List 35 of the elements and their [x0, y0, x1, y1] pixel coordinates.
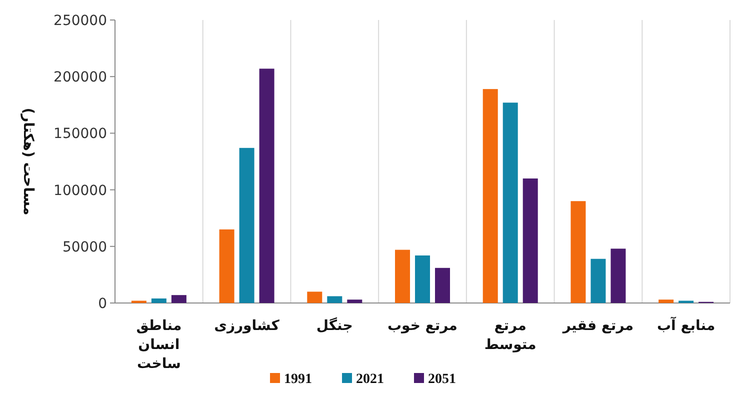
bar [610, 248, 626, 303]
legend-label: 2051 [428, 372, 456, 387]
x-tick-label: منابع آب [656, 317, 716, 336]
bar [658, 300, 674, 303]
bar [502, 102, 518, 303]
x-tick-label: مناطق انسان ساخت [135, 317, 183, 374]
y-axis-title: مساحت (هکتار) [20, 108, 36, 216]
bar [151, 298, 166, 303]
bar [395, 250, 410, 303]
y-tick-label: 50000 [62, 239, 107, 256]
x-tick-label: مرتع متوسط [483, 317, 538, 355]
bar [347, 300, 362, 303]
y-tick-label: 250000 [54, 13, 107, 29]
bar [171, 295, 186, 303]
bar [570, 201, 586, 303]
bar [482, 89, 498, 303]
x-tick-label: مرتع خوب [386, 317, 458, 336]
y-tick-label: 150000 [54, 126, 107, 142]
bar [259, 68, 274, 303]
x-tick-label: کشاورزی [213, 317, 280, 336]
x-tick-label: جنگل [315, 317, 354, 336]
bar [239, 148, 254, 303]
x-tick-label: مرتع فقیر [561, 317, 635, 336]
bar [327, 296, 342, 303]
bar [415, 255, 430, 303]
bar [590, 258, 606, 303]
bar [307, 292, 322, 303]
legend-label: 2021 [356, 372, 384, 387]
y-tick-label: 0 [98, 296, 107, 312]
y-tick-label: 100000 [54, 182, 107, 199]
bar [435, 268, 450, 303]
legend-label: 1991 [284, 372, 312, 387]
y-tick-label: 200000 [54, 70, 107, 86]
bar [522, 178, 538, 303]
bar [219, 229, 234, 303]
